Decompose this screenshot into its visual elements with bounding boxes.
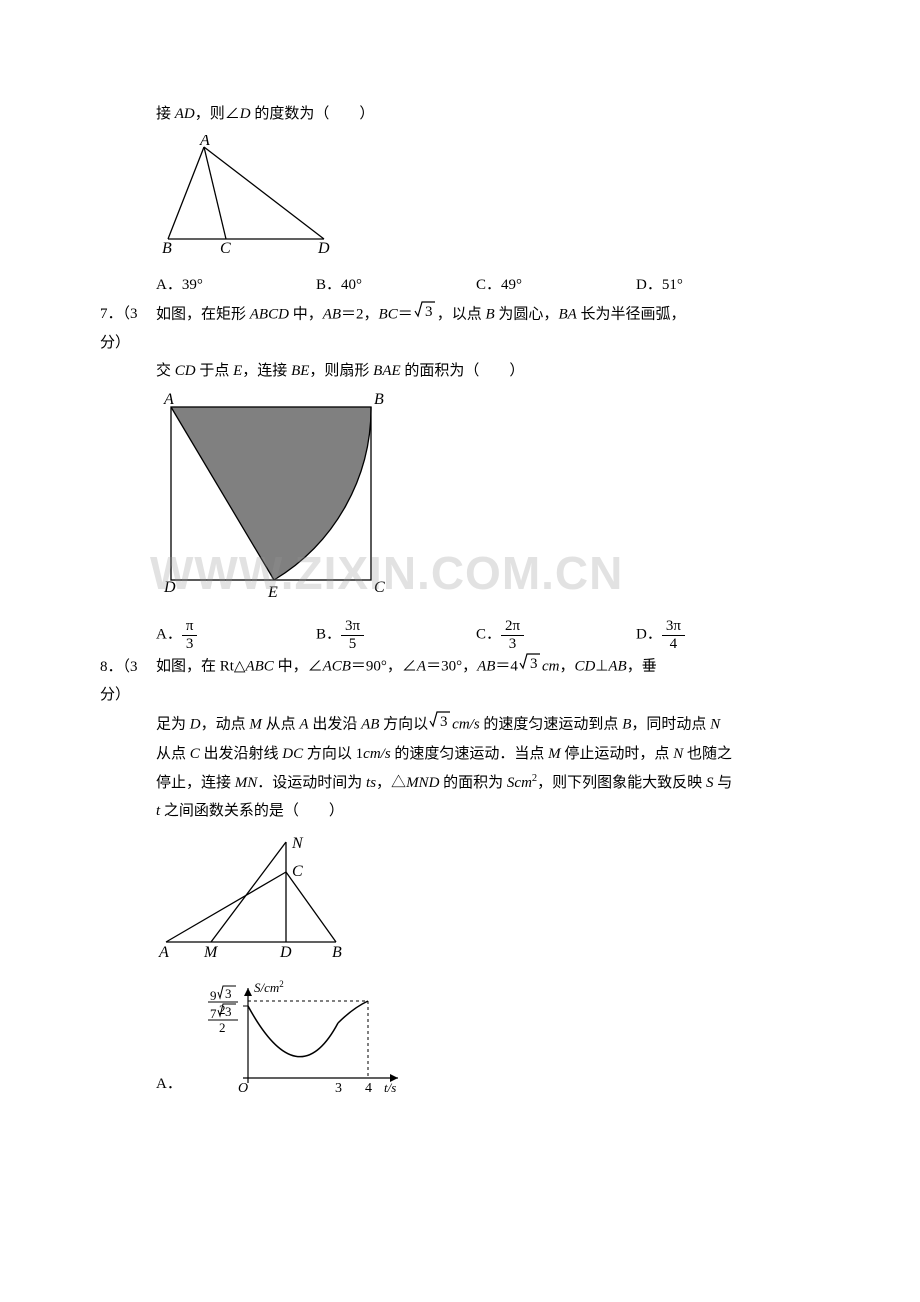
q8-line3: 从点 C 出发沿射线 DC 方向以 1cm/s 的速度匀速运动．当点 M 停止运…	[100, 740, 860, 769]
svg-text:B: B	[332, 944, 342, 961]
q6-options: A．39° B．40° C．49° D．51°	[100, 271, 796, 300]
q8-line4: 停止，连接 MN．设运动时间为 ts，△MND 的面积为 Scm2，则下列图象能…	[100, 769, 860, 798]
q7-opt-d: D．3π4	[636, 618, 796, 652]
svg-text:M: M	[203, 944, 219, 961]
svg-text:C: C	[292, 863, 303, 880]
svg-text:O: O	[238, 1081, 248, 1096]
svg-text:3: 3	[425, 304, 433, 319]
q8: 8．（3 分） 如图，在 Rt△ABC 中，∠ACB＝90°，∠A＝30°，AB…	[100, 652, 860, 1098]
svg-text:B: B	[374, 392, 384, 408]
svg-text:3: 3	[335, 1081, 342, 1096]
svg-text:N: N	[291, 835, 304, 852]
q8-number: 8．（3 分）	[100, 653, 156, 710]
q7-line2: 交 CD 于点 E，连接 BE，则扇形 BAE 的面积为（ ）	[100, 357, 860, 386]
svg-text:3: 3	[530, 656, 538, 671]
q7-opt-a: A．π3	[156, 618, 316, 652]
svg-text:7: 7	[210, 1006, 217, 1021]
q7-opt-c: C．2π3	[476, 618, 636, 652]
svg-text:C: C	[220, 240, 231, 255]
svg-text:t/s: t/s	[384, 1080, 396, 1095]
svg-text:C: C	[374, 579, 385, 596]
svg-text:E: E	[267, 584, 278, 601]
q7-number: 7．（3 分）	[100, 300, 156, 357]
q6-opt-a: A．39°	[156, 271, 316, 300]
q8-figure-triangle: A M D B C N	[100, 832, 860, 973]
q6-opt-b: B．40°	[316, 271, 476, 300]
q6-text: 接 AD，则∠D 的度数为（）	[156, 106, 374, 122]
svg-text:D: D	[279, 944, 292, 961]
q8-body: 如图，在 Rt△ABC 中，∠ACB＝90°，∠A＝30°，AB＝43cm，CD…	[156, 652, 860, 683]
svg-text:A: A	[158, 944, 169, 961]
svg-text:B: B	[162, 240, 172, 255]
svg-text:4: 4	[365, 1081, 372, 1096]
svg-text:3: 3	[440, 714, 448, 729]
q6-opt-d: D．51°	[636, 271, 796, 300]
svg-text:D: D	[317, 240, 330, 255]
svg-text:S/cm2: S/cm2	[254, 979, 284, 995]
q7-opt-b: B．3π5	[316, 618, 476, 652]
q7-options: A．π3 B．3π5 C．2π3 D．3π4	[100, 618, 796, 652]
q7-body: 如图，在矩形 ABCD 中，AB＝2，BC＝3，以点 B 为圆心，BA 长为半径…	[156, 300, 860, 331]
q6-figure: A B C D	[100, 135, 860, 266]
q6-opt-c: C．49°	[476, 271, 636, 300]
q8-line5: t 之间函数关系的是（ ）	[100, 797, 860, 826]
svg-text:3: 3	[225, 1004, 232, 1019]
q8-line2: 足为 D，动点 M 从点 A 出发沿 AB 方向以3cm/s 的速度匀速运动到点…	[100, 710, 860, 741]
svg-text:A: A	[199, 135, 210, 149]
q7-figure: A B C D E	[100, 392, 860, 613]
q8-opt-a: A． 9 3	[100, 978, 860, 1098]
svg-text:9: 9	[210, 988, 217, 1003]
svg-text:D: D	[163, 579, 176, 596]
svg-text:2: 2	[219, 1020, 226, 1035]
svg-text:A: A	[163, 392, 174, 408]
q7: 7．（3 分） 如图，在矩形 ABCD 中，AB＝2，BC＝3，以点 B 为圆心…	[100, 300, 860, 653]
q6-continuation: 接 AD，则∠D 的度数为（）	[100, 100, 860, 129]
svg-text:3: 3	[225, 986, 232, 1001]
